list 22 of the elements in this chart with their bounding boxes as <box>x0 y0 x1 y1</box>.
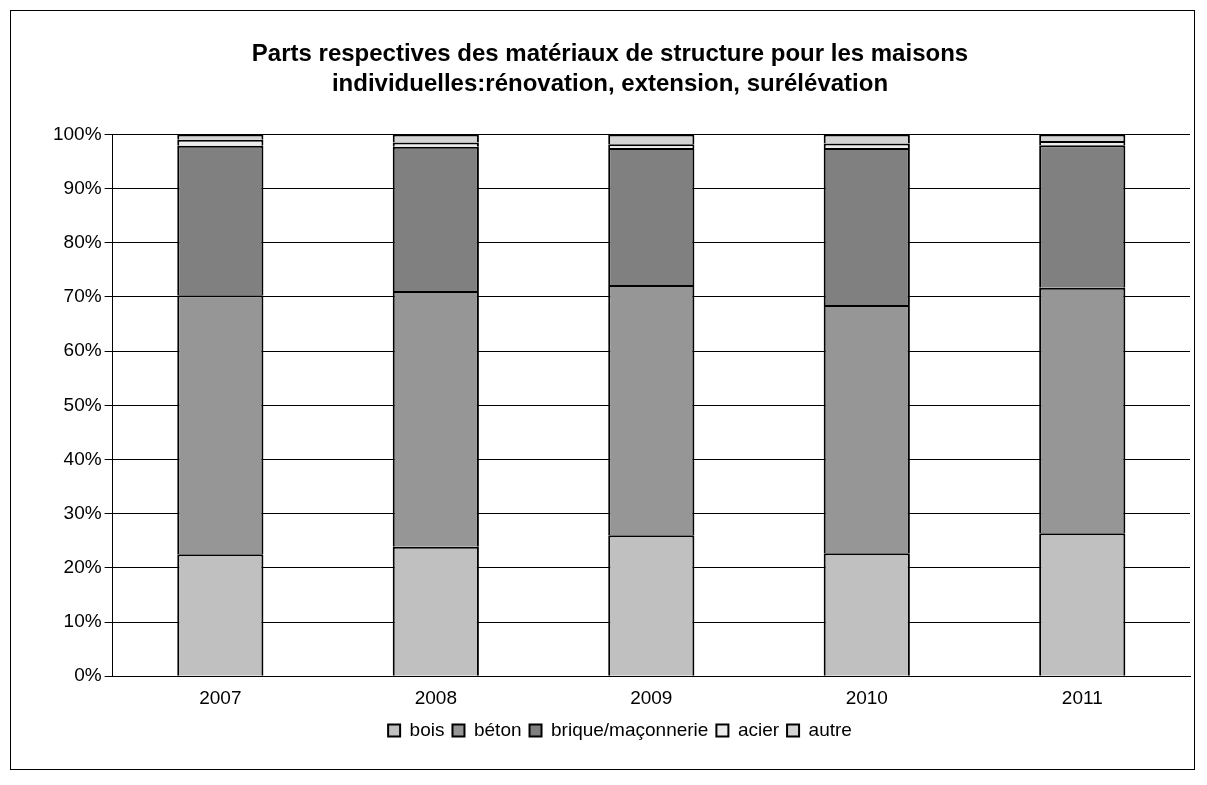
y-tick-label: 60% <box>63 339 102 361</box>
y-tick-label: 70% <box>63 285 102 307</box>
y-tick-label: 30% <box>63 501 102 523</box>
chart-title: Parts respectives des matériaux de structure pour les maisons individuelles:rénovation, extension, surélévation <box>250 38 970 98</box>
y-tick-label: 80% <box>63 230 102 252</box>
y-tick-label: 10% <box>63 610 102 632</box>
x-tick-label: 2009 <box>630 686 673 708</box>
y-tick-label: 0% <box>74 664 102 686</box>
y-tick-label: 100% <box>52 122 102 144</box>
x-tick-label: 2010 <box>845 686 888 708</box>
legend-label: autre <box>808 718 852 740</box>
legend-label: brique/maçonnerie <box>551 718 709 740</box>
y-tick-label: 40% <box>63 447 102 469</box>
legend-label: béton <box>473 718 522 740</box>
y-tick-label: 50% <box>63 393 102 415</box>
y-tick-label: 90% <box>63 176 102 198</box>
x-tick-label: 2008 <box>414 686 457 708</box>
y-tick-label: 20% <box>63 556 102 578</box>
legend-label: bois <box>409 718 445 740</box>
legend-label: acier <box>737 718 780 740</box>
x-tick-label: 2007 <box>199 686 242 708</box>
x-tick-label: 2011 <box>1061 686 1103 708</box>
